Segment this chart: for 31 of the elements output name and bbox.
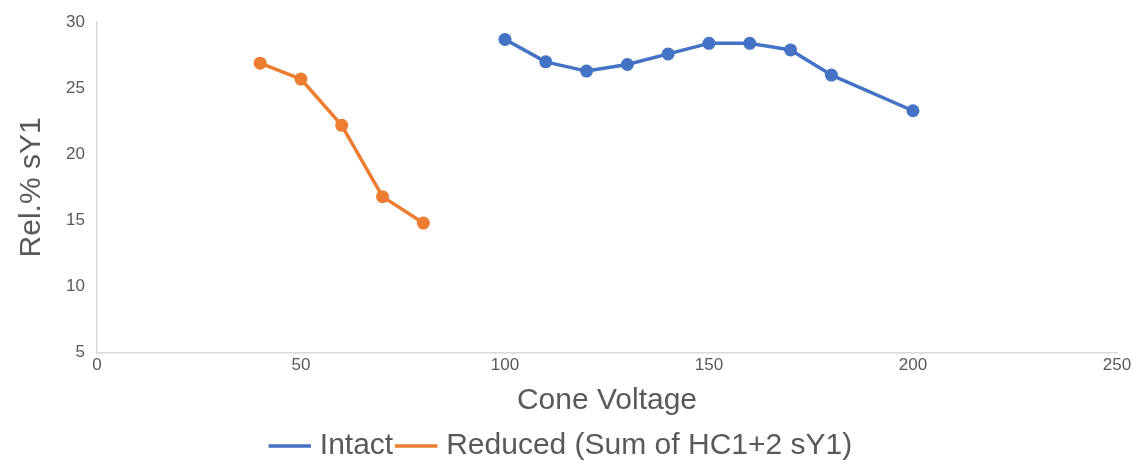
x-tick-label: 250 [1102,355,1132,375]
y-tick-label: 5 [75,342,85,362]
x-tick-label: 150 [694,355,724,375]
y-tick-label: 15 [65,210,85,230]
x-tick-label: 200 [898,355,928,375]
x-tick-label: 50 [291,355,311,375]
point [784,43,798,57]
y-tick-label: 20 [65,144,85,164]
point [743,36,757,50]
point [661,47,675,61]
legend-label: Intact [319,427,394,461]
y-tick-label: 25 [65,77,85,97]
point [376,190,390,204]
point [702,36,716,50]
point [294,72,308,86]
x-tick-label: 100 [490,355,520,375]
point [539,55,553,69]
legend-label: Reduced (Sum of HC1+2 sY1) [446,427,853,461]
point [335,118,349,132]
point [824,68,838,82]
point [580,64,594,78]
point [620,57,634,71]
x-axis-title: Cone Voltage [516,382,698,416]
y-tick-label: 30 [65,11,85,31]
y-tick-label: 10 [65,276,85,296]
point [416,216,430,230]
point [253,56,267,70]
x-tick-label: 0 [92,355,102,375]
point [498,32,512,46]
point [906,104,920,118]
y-axis-title: Rel.% sY1 [13,117,47,258]
